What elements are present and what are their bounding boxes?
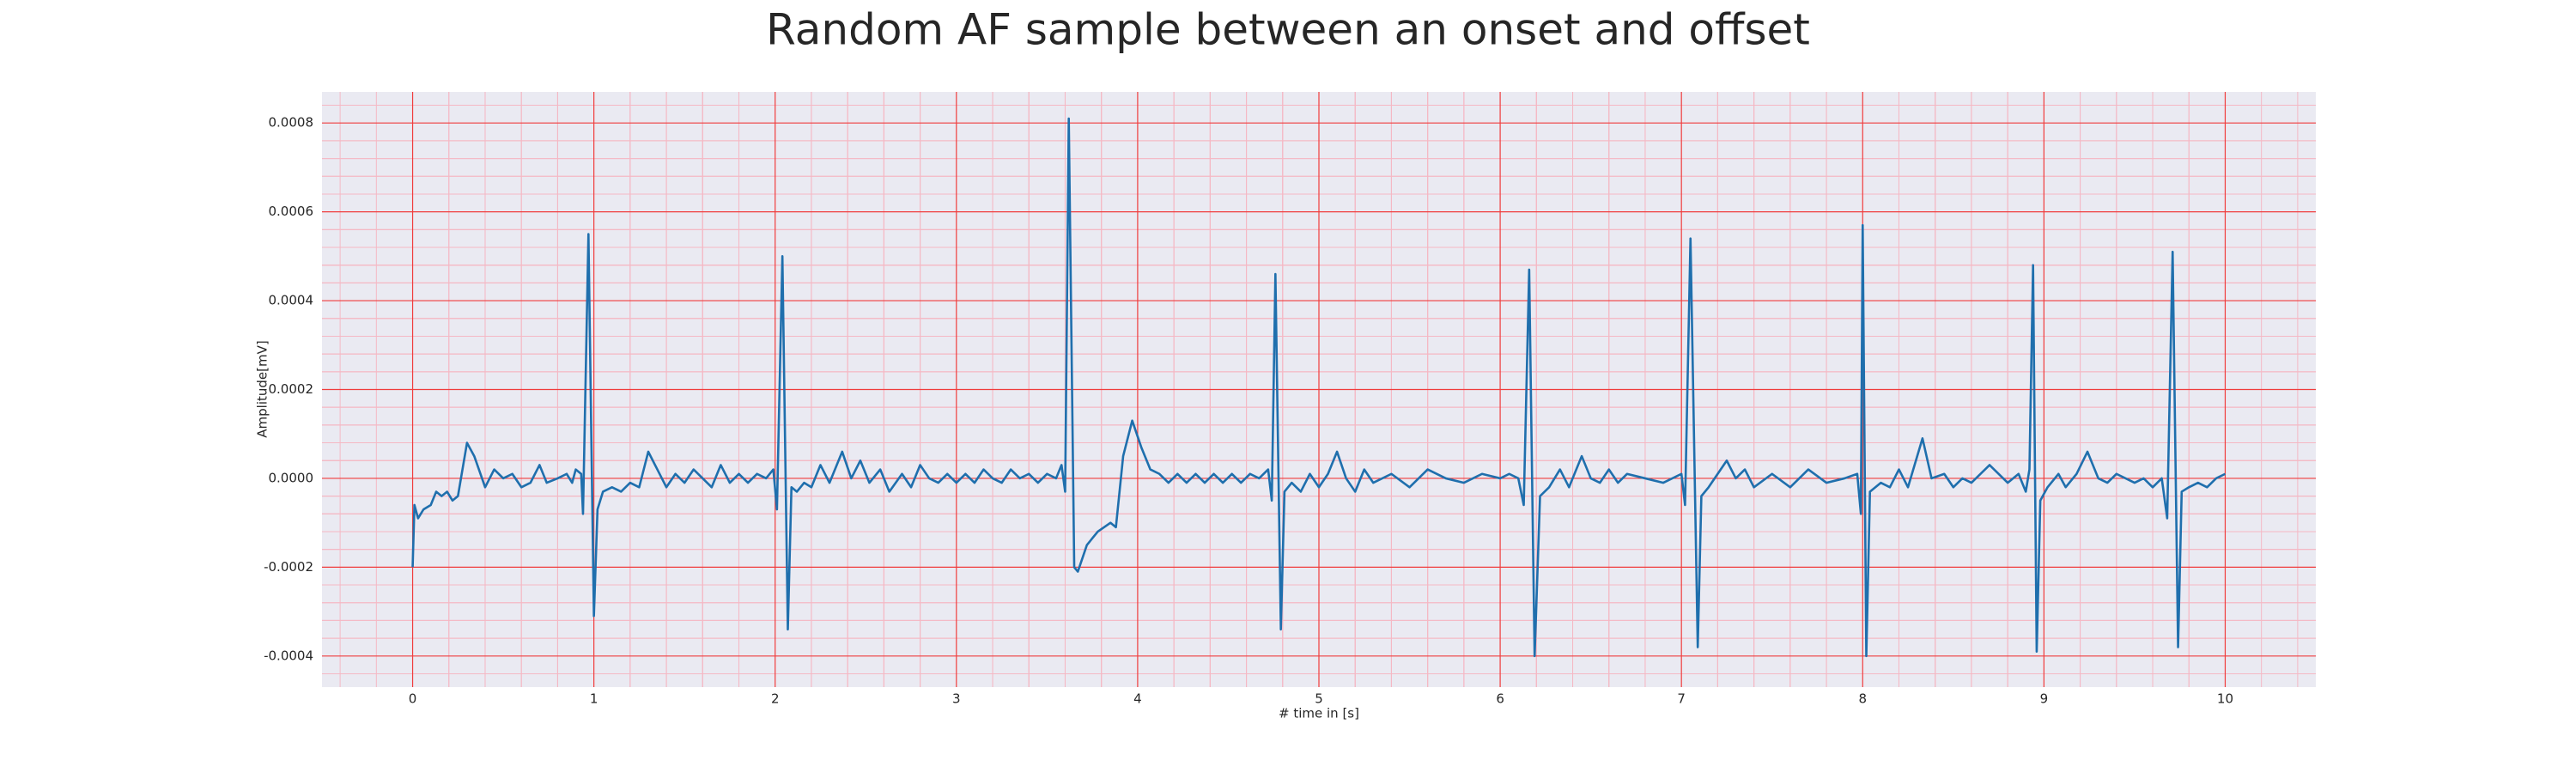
- x-tick-label: 5: [1315, 691, 1323, 707]
- y-tick-label: 0.0000: [269, 470, 314, 485]
- y-tick-label: 0.0008: [269, 115, 314, 131]
- x-tick-label: 1: [590, 691, 598, 707]
- x-tick-label: 10: [2217, 691, 2233, 707]
- signal-line: [411, 117, 2227, 658]
- x-tick-label: 9: [2040, 691, 2049, 707]
- x-tick-label: 2: [771, 691, 780, 707]
- x-tick-label: 7: [1677, 691, 1686, 707]
- y-tick-label: -0.0002: [264, 559, 313, 575]
- chart-title: Random AF sample between an onset and of…: [766, 5, 1810, 55]
- y-tick-label: -0.0004: [264, 648, 313, 663]
- y-axis-label: Amplitude[mV]: [255, 340, 270, 437]
- x-tick-label: 8: [1858, 691, 1867, 707]
- x-tick-label: 4: [1133, 691, 1142, 707]
- y-tick-label: 0.0002: [269, 381, 314, 397]
- x-tick-label: 0: [409, 691, 417, 707]
- y-tick-label: 0.0006: [269, 204, 314, 219]
- x-axis-label: # time in [s]: [1279, 706, 1359, 721]
- x-tick-label: 6: [1496, 691, 1504, 707]
- x-tick-label: 3: [952, 691, 961, 707]
- y-tick-label: 0.0004: [269, 293, 314, 308]
